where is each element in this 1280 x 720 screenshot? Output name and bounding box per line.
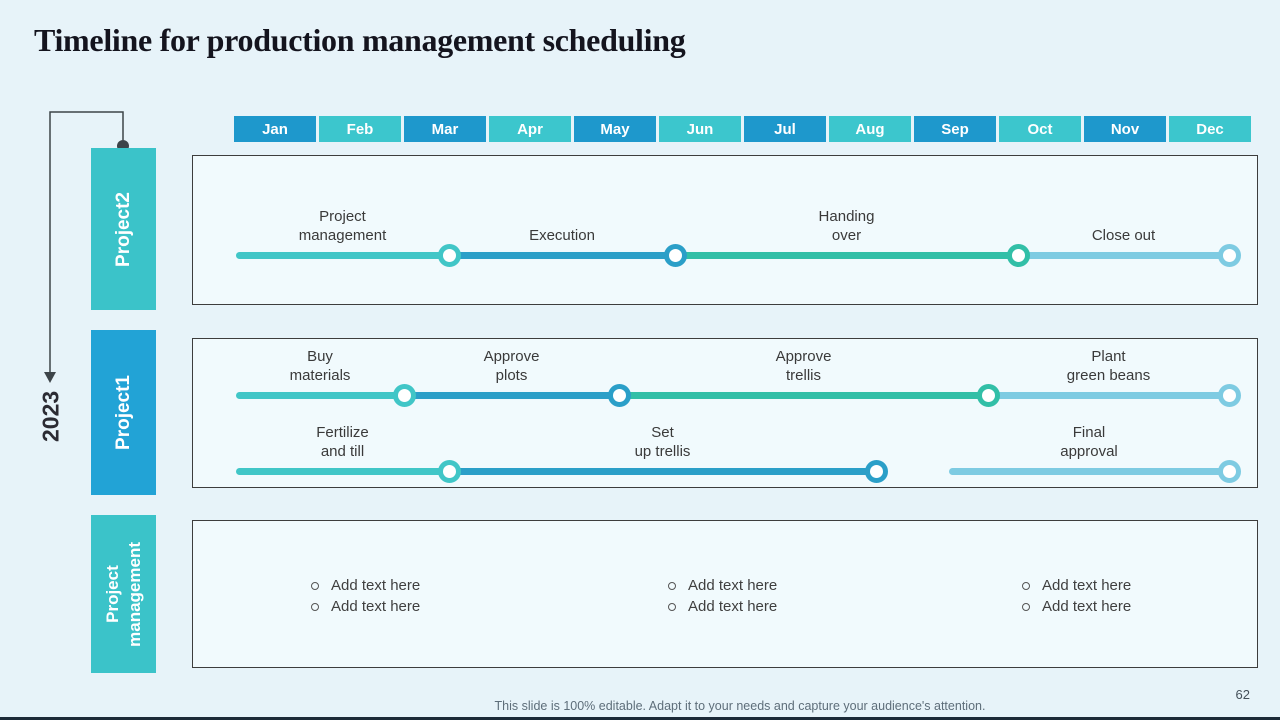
timeline-segment bbox=[619, 391, 988, 399]
milestone-label: Fertilize and till bbox=[316, 424, 369, 460]
month-tab-oct: Oct bbox=[999, 116, 1081, 142]
milestone-circle bbox=[437, 243, 461, 267]
bullet-column: Add text here Add text here bbox=[311, 577, 420, 615]
milestone-circle bbox=[392, 383, 416, 407]
month-tab-dec: Dec bbox=[1169, 116, 1251, 142]
arrow-down-icon bbox=[44, 372, 56, 383]
milestone-circle bbox=[607, 383, 631, 407]
milestone-label: Set up trellis bbox=[634, 424, 691, 460]
circle-bullet-icon bbox=[668, 602, 676, 611]
row-box-project2: Project management Execution Handing over C… bbox=[192, 155, 1258, 305]
list-item: Add text here bbox=[311, 598, 420, 615]
circle-bullet-icon bbox=[311, 581, 319, 590]
month-header: Jan Feb Mar Apr May Jun Jul Aug Sep Oct Nov Dec bbox=[234, 116, 1251, 142]
row-label-text-project2: Project2 bbox=[112, 191, 134, 267]
milestone-label: Buy materials bbox=[289, 348, 351, 384]
milestone-circle bbox=[1217, 383, 1241, 407]
list-item-text: Add text here bbox=[688, 598, 778, 615]
timeline-segment bbox=[449, 467, 876, 475]
row-label-project2: Project2 bbox=[91, 148, 156, 310]
timeline-segment bbox=[988, 391, 1229, 399]
row-label-project1: Project1 bbox=[91, 330, 156, 495]
list-item: Add text here bbox=[311, 577, 420, 594]
row-label-text-project1: Project1 bbox=[112, 375, 134, 450]
list-item-text: Add text here bbox=[688, 577, 778, 594]
page-title: Timeline for production management sched… bbox=[34, 22, 686, 58]
milestone-circle bbox=[663, 243, 687, 267]
milestone-label: Close out bbox=[1091, 227, 1156, 244]
row-label-project-management: Project management bbox=[91, 515, 156, 673]
month-tab-mar: Mar bbox=[404, 116, 486, 142]
bullet-column: Add text here Add text here bbox=[1022, 577, 1131, 615]
list-item-text: Add text here bbox=[331, 598, 421, 615]
page-number: 62 bbox=[1235, 687, 1250, 702]
timeline-segment bbox=[449, 251, 675, 259]
milestone-circle bbox=[1006, 243, 1030, 267]
list-item-text: Add text here bbox=[1042, 577, 1132, 594]
bullet-column: Add text here Add text here bbox=[668, 577, 777, 615]
list-item: Add text here bbox=[668, 577, 777, 594]
milestone-label: Approve plots bbox=[483, 348, 540, 384]
milestone-label: Approve trellis bbox=[775, 348, 832, 384]
milestone-circle bbox=[437, 459, 461, 483]
milestone-label: Final approval bbox=[1060, 424, 1118, 460]
timeline-segment bbox=[1018, 251, 1229, 259]
timeline-segment bbox=[675, 251, 1018, 259]
list-item: Add text here bbox=[1022, 598, 1131, 615]
timeline-segment bbox=[236, 251, 449, 259]
month-tab-nov: Nov bbox=[1084, 116, 1166, 142]
row-box-project1: Buy materials Approve plots Approve trelli… bbox=[192, 338, 1258, 488]
month-tab-sep: Sep bbox=[914, 116, 996, 142]
circle-bullet-icon bbox=[311, 602, 319, 611]
row-label-text-project-management: Project management bbox=[102, 541, 144, 647]
milestone-label: Project management bbox=[298, 208, 387, 244]
circle-bullet-icon bbox=[1022, 602, 1030, 611]
month-tab-jun: Jun bbox=[659, 116, 741, 142]
month-tab-feb: Feb bbox=[319, 116, 401, 142]
list-item: Add text here bbox=[1022, 577, 1131, 594]
milestone-label: Execution bbox=[529, 227, 595, 244]
milestone-circle bbox=[976, 383, 1000, 407]
circle-bullet-icon bbox=[1022, 581, 1030, 590]
list-item-text: Add text here bbox=[1042, 598, 1132, 615]
milestone-circle bbox=[1217, 243, 1241, 267]
circle-bullet-icon bbox=[668, 581, 676, 590]
month-tab-aug: Aug bbox=[829, 116, 911, 142]
footer-note: This slide is 100% editable. Adapt it to… bbox=[494, 699, 986, 713]
bottom-border bbox=[0, 717, 1280, 720]
timeline-segment bbox=[236, 391, 404, 399]
month-tab-jan: Jan bbox=[234, 116, 316, 142]
milestone-circle bbox=[864, 459, 888, 483]
milestone-label: Plant green beans bbox=[1066, 348, 1151, 384]
row-box-project-management: Add text here Add text here Add text here A… bbox=[192, 520, 1258, 668]
timeline-segment bbox=[236, 467, 449, 475]
list-item: Add text here bbox=[668, 598, 777, 615]
timeline-segment bbox=[404, 391, 619, 399]
milestone-label: Handing over bbox=[818, 208, 875, 244]
timeline-segment bbox=[949, 467, 1229, 475]
month-tab-jul: Jul bbox=[744, 116, 826, 142]
month-tab-may: May bbox=[574, 116, 656, 142]
month-tab-apr: Apr bbox=[489, 116, 571, 142]
milestone-circle bbox=[1217, 459, 1241, 483]
list-item-text: Add text here bbox=[331, 577, 421, 594]
year-label: 2023 bbox=[37, 390, 64, 442]
